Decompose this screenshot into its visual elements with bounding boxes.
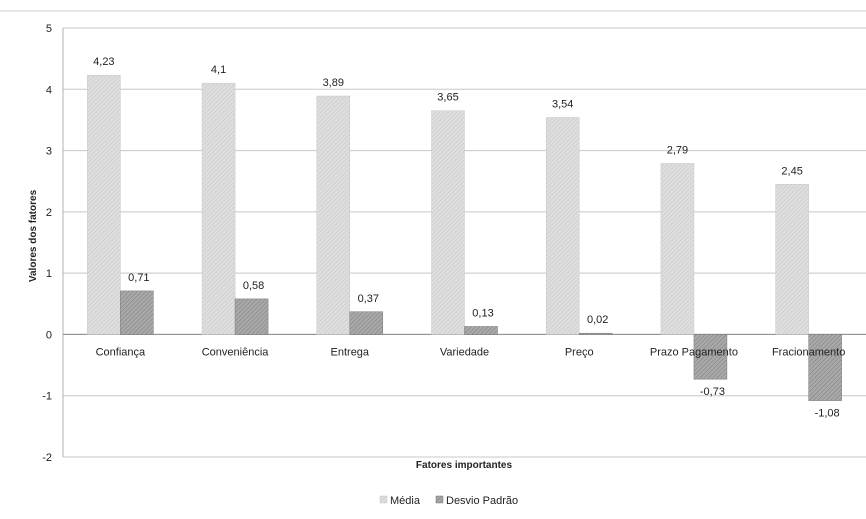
- x-tick-label: Conveniência: [202, 346, 270, 358]
- bar-desvio-padrao: [808, 334, 842, 401]
- data-label-media: 3,65: [437, 92, 458, 104]
- x-tick-label: Fracionamento: [772, 346, 845, 358]
- data-label-media: 3,89: [323, 77, 344, 89]
- y-tick-label: 0: [46, 329, 52, 341]
- data-label-desvio-padrao: -0,73: [700, 386, 725, 398]
- data-label-desvio-padrao: 0,71: [128, 272, 149, 284]
- bar-media: [660, 163, 695, 335]
- bar-desvio-padrao: [349, 311, 384, 335]
- data-label-media: 2,45: [781, 165, 802, 177]
- y-tick-label: -1: [42, 391, 52, 403]
- data-label-media: 3,54: [552, 98, 573, 110]
- bar-desvio-padrao: [693, 334, 728, 380]
- x-tick-label: Prazo Pagamento: [650, 346, 738, 358]
- bar-desvio-padrao: [578, 332, 613, 335]
- bar-media: [87, 74, 121, 335]
- y-tick-label: 3: [46, 146, 52, 158]
- legend-label-media: Média: [390, 495, 421, 507]
- bar-media: [201, 82, 236, 335]
- bar-desvio-padrao: [234, 298, 269, 335]
- bar-media: [545, 117, 580, 335]
- x-tick-label: Entrega: [331, 346, 370, 358]
- x-tick-label: Preço: [565, 346, 594, 358]
- y-axis-title: Valores dos fatores: [28, 189, 39, 282]
- y-tick-label: -2: [42, 452, 52, 464]
- legend: Média Desvio Padrão: [379, 495, 518, 507]
- bar-desvio-padrao: [120, 290, 154, 335]
- legend-swatch-media: [379, 495, 388, 504]
- data-label-media: 4,1: [211, 64, 226, 76]
- data-label-desvio-padrao: -1,08: [815, 408, 840, 420]
- x-tick-label: Variedade: [440, 346, 489, 358]
- data-label-desvio-padrao: 0,58: [243, 280, 264, 292]
- data-label-desvio-padrao: 0,37: [358, 293, 379, 305]
- data-label-media: 4,23: [93, 56, 114, 68]
- data-label-desvio-padrao: 0,13: [472, 307, 493, 319]
- legend-item-desvio-padrao: Desvio Padrão: [435, 495, 518, 507]
- bar-media: [775, 184, 809, 335]
- y-tick-label: 2: [46, 207, 52, 219]
- bar-media: [316, 95, 351, 335]
- x-tick-label: Confiança: [96, 346, 146, 358]
- data-label-media: 2,79: [667, 144, 688, 156]
- y-tick-label: 4: [46, 84, 52, 96]
- y-tick-label: 5: [46, 23, 52, 35]
- x-axis-title: Fatores importantes: [416, 460, 513, 471]
- data-label-desvio-padrao: 0,02: [587, 314, 608, 326]
- legend-swatch-desvio-padrao: [435, 495, 444, 504]
- y-tick-label: 1: [46, 268, 52, 280]
- legend-item-media: Média: [379, 495, 421, 507]
- bar-desvio-padrao: [464, 326, 498, 335]
- legend-label-desvio-padrao: Desvio Padrão: [446, 495, 518, 507]
- bar-media: [431, 110, 465, 335]
